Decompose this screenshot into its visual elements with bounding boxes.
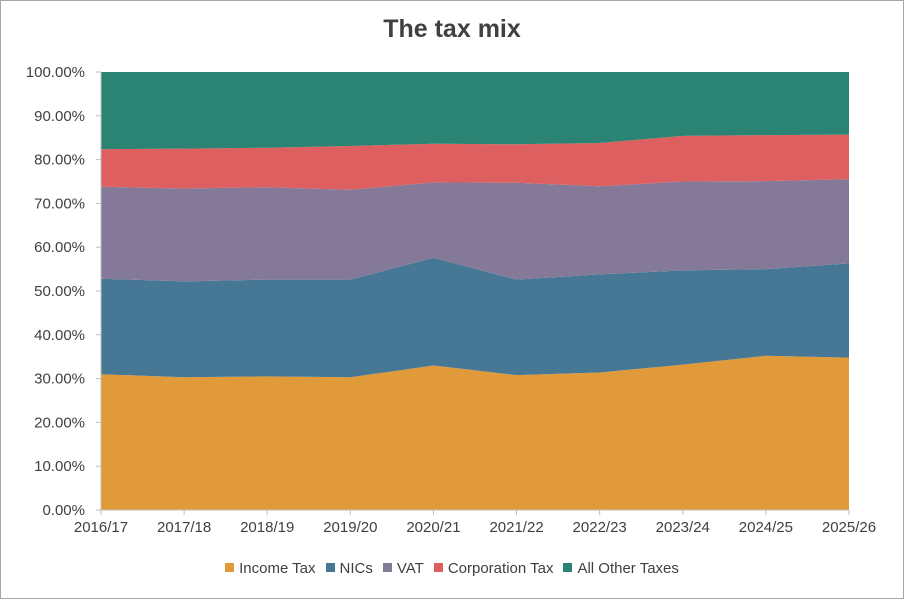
- legend-item: Income Tax: [225, 560, 316, 577]
- legend-label: VAT: [396, 560, 424, 577]
- legend-item: All Other Taxes: [563, 560, 679, 577]
- x-tick-label: 2024/25: [739, 519, 793, 536]
- y-tick-label: 50.00%: [34, 283, 85, 300]
- legend-swatch: [225, 563, 235, 572]
- y-tick-label: 80.00%: [34, 152, 85, 169]
- y-tick-label: 30.00%: [34, 371, 85, 388]
- chart-legend: Income Tax NICs VAT Corporation Tax All Othe…: [0, 560, 904, 577]
- y-tick-label: 90.00%: [34, 108, 85, 125]
- chart-title: The tax mix: [383, 15, 521, 43]
- legend-item: Corporation Tax: [433, 560, 554, 577]
- x-tick-label: 2022/23: [573, 519, 627, 536]
- area-all-other-taxes: [101, 72, 849, 150]
- y-tick-label: 40.00%: [34, 327, 85, 344]
- y-tick-label: 0.00%: [42, 502, 85, 519]
- area-nics: [101, 257, 849, 378]
- x-tick-label: 2021/22: [489, 519, 543, 536]
- y-tick-label: 70.00%: [34, 195, 85, 212]
- y-tick-label: 10.00%: [34, 458, 85, 475]
- area-corporation-tax: [101, 134, 849, 190]
- legend-swatch: [563, 563, 573, 572]
- legend-label: Income Tax: [239, 560, 316, 577]
- x-tick-label: 2016/17: [74, 519, 128, 536]
- y-tick-label: 100.00%: [26, 64, 85, 81]
- x-tick-label: 2017/18: [157, 519, 211, 536]
- x-tick-label: 2023/24: [656, 519, 710, 536]
- legend-swatch: [325, 563, 335, 572]
- axes-group: 0.00% 10.00% 20.00% 30.00% 40.00% 50.00% 60.00…: [26, 64, 876, 536]
- legend-label: NICs: [339, 560, 373, 577]
- legend-label: All Other Taxes: [577, 560, 679, 577]
- area-series-group: [101, 72, 849, 510]
- x-tick-label: 2019/20: [323, 519, 377, 536]
- x-tick-label: 2018/19: [240, 519, 294, 536]
- y-tick-label: 20.00%: [34, 414, 85, 431]
- x-tick-label: 2025/26: [822, 519, 876, 536]
- legend-item: VAT: [382, 560, 424, 577]
- area-income-tax: [101, 355, 849, 510]
- legend-swatch: [433, 563, 443, 572]
- legend-label: Corporation Tax: [447, 560, 554, 577]
- area-vat: [101, 179, 849, 282]
- legend-item: NICs: [325, 560, 373, 577]
- legend-swatch: [382, 563, 392, 572]
- x-tick-label: 2020/21: [406, 519, 460, 536]
- y-tick-label: 60.00%: [34, 239, 85, 256]
